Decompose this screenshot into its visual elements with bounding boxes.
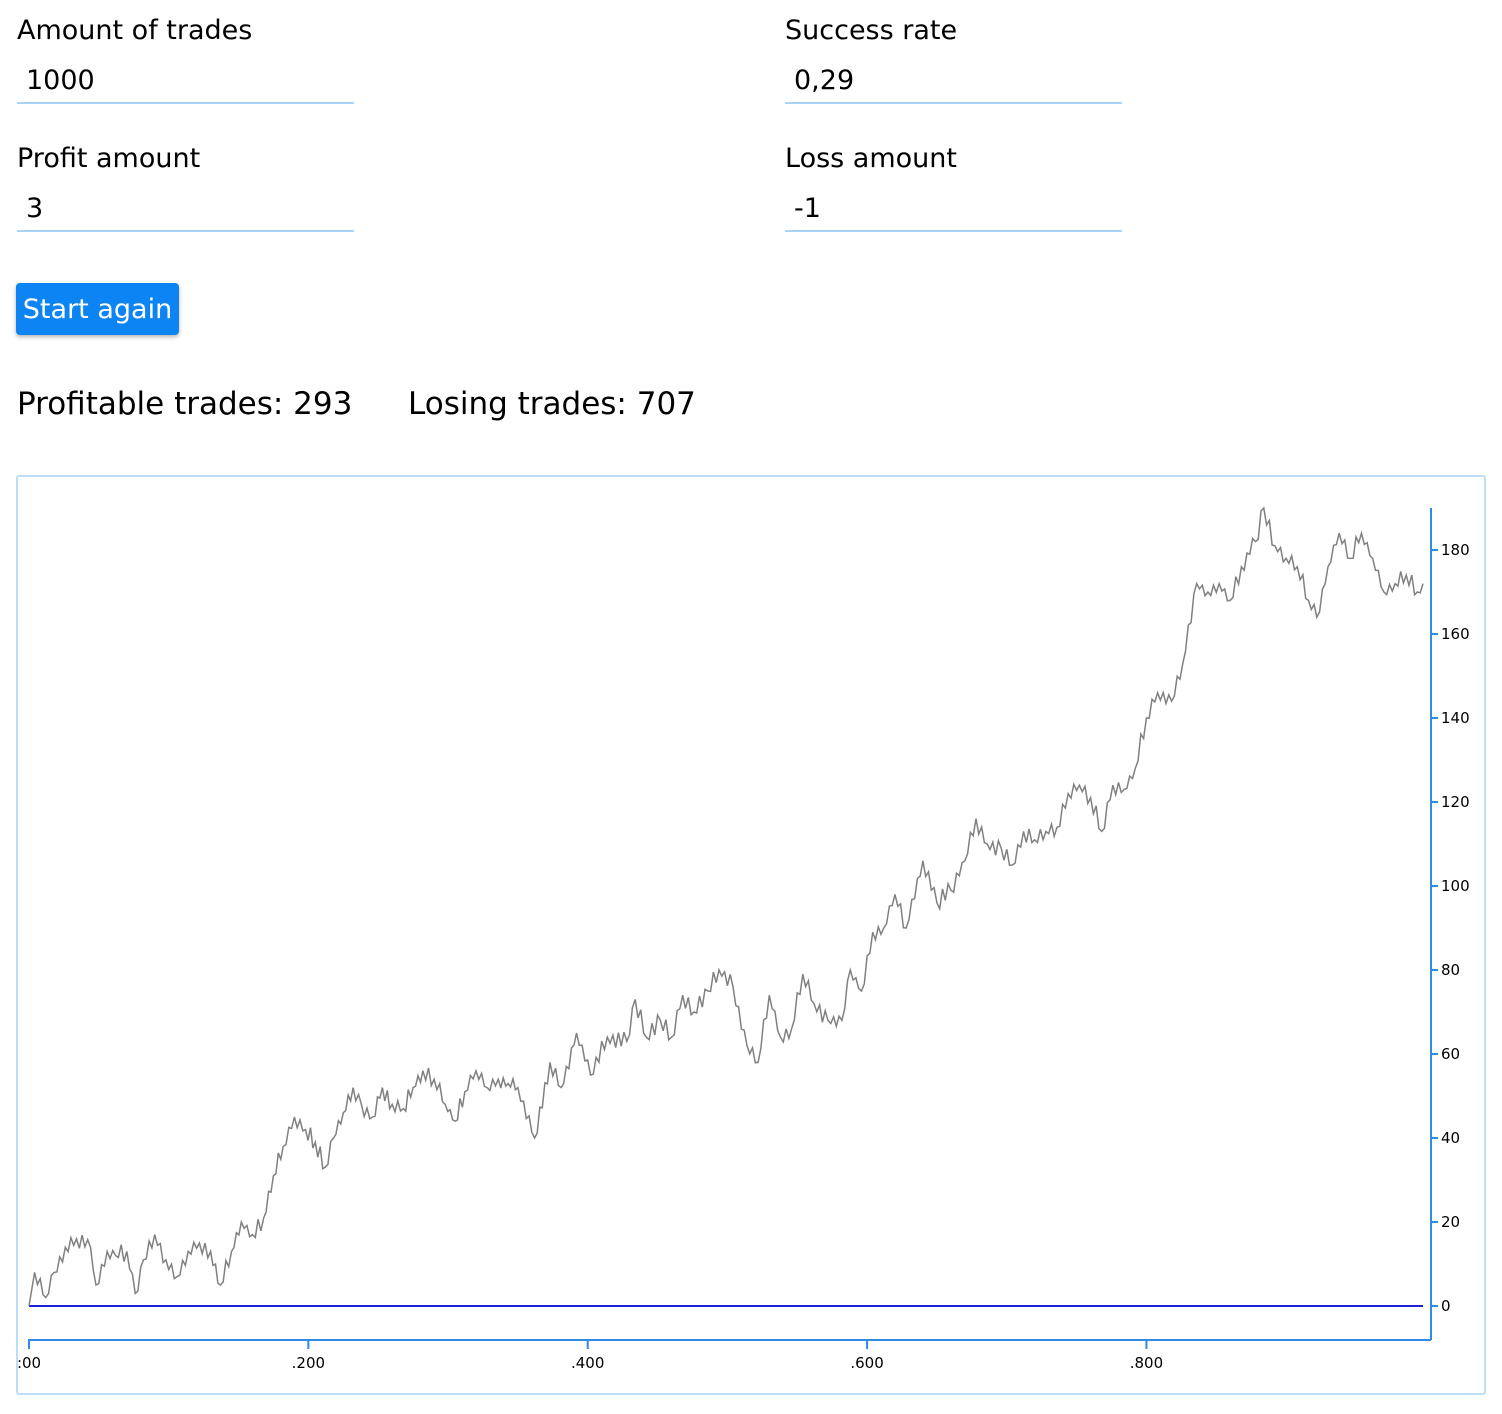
y-tick-label: 0 [1441, 1297, 1451, 1315]
amount-of-trades-field: Amount of trades [17, 15, 354, 104]
y-tick-label: 60 [1441, 1045, 1460, 1063]
equity-series [28, 506, 1424, 1307]
y-tick-label: 20 [1441, 1213, 1460, 1231]
y-tick-label: 180 [1441, 541, 1470, 559]
series-layer [28, 506, 1424, 1307]
profit-amount-label: Profit amount [17, 143, 201, 174]
profitable-trades-count: Profitable trades: 293 [17, 386, 353, 422]
profit-amount-field: Profit amount [17, 143, 354, 232]
x-tick-label: .400 [571, 1354, 604, 1372]
profit-amount-input[interactable] [17, 187, 354, 232]
losing-trades-count: Losing trades: 707 [408, 386, 696, 422]
y-tick-label: 80 [1441, 961, 1460, 979]
y-tick-label: 40 [1441, 1129, 1460, 1147]
y-tick-label: 160 [1441, 625, 1470, 643]
success-rate-field: Success rate [785, 15, 1122, 104]
y-tick-label: 100 [1441, 877, 1470, 895]
x-axis: :00 .200 .400 .600 .800 [18, 1339, 1431, 1372]
start-again-button[interactable]: Start again [16, 283, 179, 335]
amount-of-trades-input[interactable] [17, 59, 354, 104]
loss-amount-label: Loss amount [785, 143, 957, 174]
y-tick-label: 120 [1441, 793, 1470, 811]
equity-chart-svg: :00 .200 .400 .600 .800 0 20 40 60 80 100 120 140 16… [18, 506, 1470, 1372]
loss-amount-field: Loss amount [785, 143, 1122, 232]
loss-amount-input[interactable] [785, 187, 1122, 232]
x-tick-label: .200 [292, 1354, 325, 1372]
x-tick-label: .800 [1130, 1354, 1163, 1372]
equity-chart: :00 .200 .400 .600 .800 0 20 40 60 80 100 120 140 16… [16, 475, 1486, 1395]
amount-of-trades-label: Amount of trades [17, 15, 253, 46]
x-tick-label: :00 [18, 1354, 41, 1372]
success-rate-input[interactable] [785, 59, 1122, 104]
y-axis: 0 20 40 60 80 100 120 140 160 180 [1430, 508, 1470, 1340]
success-rate-label: Success rate [785, 15, 958, 46]
y-tick-label: 140 [1441, 709, 1470, 727]
x-tick-label: .600 [850, 1354, 883, 1372]
